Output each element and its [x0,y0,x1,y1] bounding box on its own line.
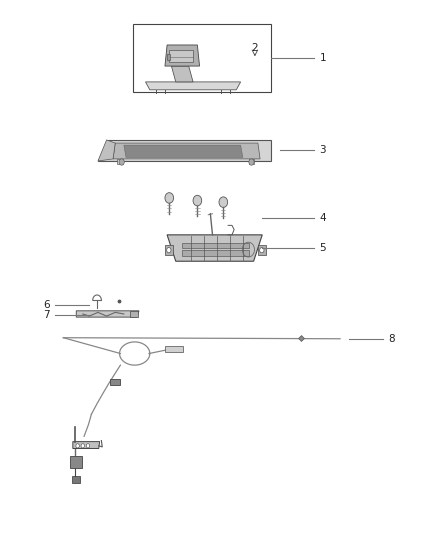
Text: 6: 6 [43,300,49,310]
Bar [182,249,249,256]
Circle shape [249,159,254,165]
Polygon shape [113,143,260,159]
Polygon shape [171,66,193,82]
Circle shape [219,197,228,207]
Polygon shape [98,140,115,161]
Bar [70,456,82,468]
Polygon shape [124,145,243,157]
Bar [167,54,170,60]
Text: 7: 7 [43,310,49,320]
Bar [131,311,138,317]
Polygon shape [73,442,100,448]
Bar [110,379,120,385]
Bar [165,345,183,352]
Polygon shape [165,45,200,66]
Text: 5: 5 [319,243,326,253]
Bar [258,245,266,255]
Bar [169,50,193,62]
Text: 3: 3 [319,146,326,156]
Circle shape [260,247,264,253]
Circle shape [86,443,90,448]
Text: 8: 8 [389,334,395,344]
Bar [117,159,123,164]
Polygon shape [145,82,240,90]
Circle shape [76,443,79,448]
Text: 2: 2 [251,43,258,53]
Circle shape [81,443,85,448]
Circle shape [193,195,202,206]
Text: 4: 4 [319,213,326,223]
Polygon shape [76,311,139,317]
Text: 1: 1 [319,53,326,63]
Circle shape [167,247,171,253]
Polygon shape [98,140,271,161]
Bar [249,159,254,164]
Bar [133,24,271,92]
Polygon shape [167,235,262,261]
Bar [72,477,80,483]
Bar [182,243,249,248]
Bar [165,245,173,255]
Circle shape [119,159,124,165]
Circle shape [165,192,173,203]
